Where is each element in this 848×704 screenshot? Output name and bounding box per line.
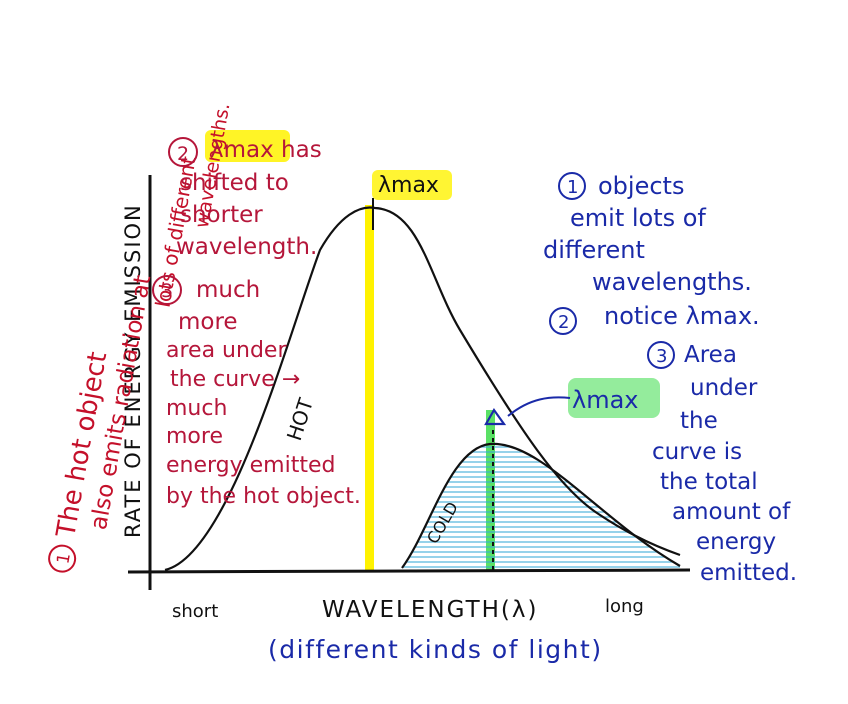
blue-note-1-number: 1 bbox=[567, 177, 578, 198]
cold-lambda-max-marker bbox=[484, 407, 507, 426]
blue-note-1-line-2: emit lots of bbox=[570, 204, 706, 232]
red-note-2-line-4: wavelength. bbox=[176, 234, 317, 260]
red-note-3-line-5: much bbox=[166, 396, 227, 421]
blue-note-1-line-4: wavelengths. bbox=[592, 268, 752, 296]
left-note-number: 1 bbox=[53, 551, 75, 565]
cold-curve bbox=[401, 442, 681, 569]
blue-note-3-line-2: under bbox=[690, 375, 758, 401]
hot-lambda-max-highlight bbox=[365, 205, 374, 570]
red-note-3-line-3: area under bbox=[166, 338, 287, 363]
blue-note-3-line-6: amount of bbox=[672, 499, 791, 525]
x-axis bbox=[127, 568, 691, 574]
x-axis-sublabel: (different kinds of light) bbox=[268, 635, 603, 664]
red-note-2-line-3: shorter bbox=[180, 202, 263, 228]
blue-note-3-line-8: emitted. bbox=[700, 560, 797, 586]
red-note-2-number: 2 bbox=[177, 143, 189, 165]
blue-note-3-number: 3 bbox=[656, 346, 667, 367]
hot-lambda-max-label: λmax bbox=[378, 173, 439, 198]
lambda-max-label-highlight-hot bbox=[372, 170, 452, 200]
blue-note-1: 1 objects emit lots of different wavelen… bbox=[543, 172, 752, 296]
blue-note-1-line-1: objects bbox=[598, 172, 684, 200]
blue-note-2-number: 2 bbox=[558, 312, 569, 333]
red-note-3-line-2: more bbox=[178, 309, 238, 335]
hot-curve bbox=[164, 206, 681, 572]
blue-note-1-line-3: different bbox=[543, 236, 645, 264]
lambda-max-label-highlight-cold bbox=[568, 378, 660, 418]
blue-note-1-number-circle bbox=[558, 172, 586, 200]
red-note-3-line-6: more bbox=[166, 424, 223, 449]
red-note-2: 2 λmax has shifted to shorter wavelength… bbox=[168, 137, 322, 260]
hot-curve-label: HOT bbox=[282, 394, 318, 443]
lambda-max-label-highlight-note bbox=[205, 130, 290, 162]
x-axis-label: WAVELENGTH(λ) bbox=[322, 597, 538, 623]
cold-lambda-max-label: λmax bbox=[572, 386, 639, 414]
blue-note-3-line-4: curve is bbox=[652, 439, 742, 465]
red-note-3-line-4: the curve → bbox=[170, 367, 300, 392]
blue-note-2: 2 notice λmax. bbox=[549, 302, 760, 335]
blue-note-3-number-circle bbox=[647, 341, 675, 369]
y-axis-label: RATE OF ENERGY EMISSION bbox=[121, 203, 145, 538]
blue-note-3-line-1: Area bbox=[684, 342, 737, 368]
red-note-3-line-8: by the hot object. bbox=[166, 484, 361, 509]
red-note-2-line-1: λmax has bbox=[210, 137, 322, 163]
blue-note-3: 3 Area under the curve is the total amou… bbox=[647, 341, 797, 586]
left-note-number-circle bbox=[48, 544, 77, 573]
long-label: long bbox=[605, 596, 644, 617]
red-note-3-line-7: energy emitted bbox=[166, 453, 335, 478]
red-note-3: 3 much more area under the curve → much … bbox=[152, 275, 361, 509]
blue-note-3-line-5: the total bbox=[660, 469, 758, 495]
short-label: short bbox=[172, 601, 218, 622]
blue-note-2-number-circle bbox=[549, 307, 577, 335]
red-note-3-number: 3 bbox=[161, 280, 173, 302]
blue-note-3-line-3: the bbox=[680, 408, 718, 434]
blue-note-3-line-7: energy bbox=[696, 529, 776, 555]
red-note-2-line-2: shifted to bbox=[180, 170, 289, 196]
cold-lambda-max-arrow bbox=[507, 396, 571, 417]
red-note-3-number-circle bbox=[152, 275, 182, 305]
blue-note-2-text: notice λmax. bbox=[604, 302, 760, 330]
red-note-3-line-1: much bbox=[196, 277, 260, 303]
red-note-2-number-circle bbox=[168, 137, 198, 167]
